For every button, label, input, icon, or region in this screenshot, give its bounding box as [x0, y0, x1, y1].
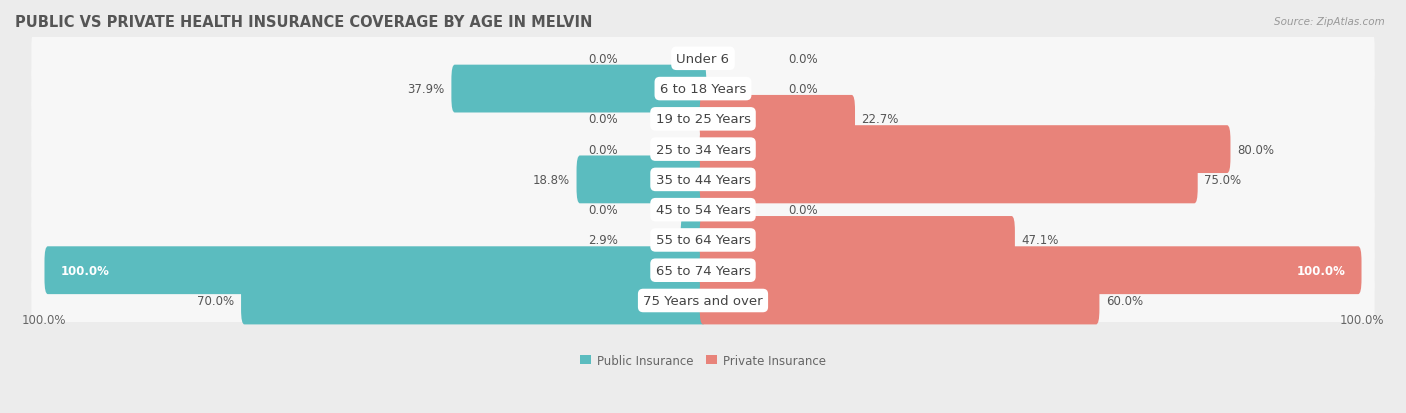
FancyBboxPatch shape — [700, 277, 1099, 325]
Text: 65 to 74 Years: 65 to 74 Years — [655, 264, 751, 277]
FancyBboxPatch shape — [31, 123, 1375, 176]
Text: 37.9%: 37.9% — [408, 83, 444, 96]
Text: 0.0%: 0.0% — [588, 53, 617, 66]
FancyBboxPatch shape — [700, 156, 1198, 204]
Text: 0.0%: 0.0% — [789, 83, 818, 96]
Text: PUBLIC VS PRIVATE HEALTH INSURANCE COVERAGE BY AGE IN MELVIN: PUBLIC VS PRIVATE HEALTH INSURANCE COVER… — [15, 15, 592, 30]
FancyBboxPatch shape — [700, 126, 1230, 173]
Text: 55 to 64 Years: 55 to 64 Years — [655, 234, 751, 247]
Text: 100.0%: 100.0% — [60, 264, 110, 277]
Text: 100.0%: 100.0% — [21, 313, 66, 326]
Text: 100.0%: 100.0% — [1296, 264, 1346, 277]
FancyBboxPatch shape — [31, 33, 1375, 85]
Text: 75.0%: 75.0% — [1205, 173, 1241, 186]
Text: 2.9%: 2.9% — [588, 234, 617, 247]
Text: 70.0%: 70.0% — [197, 294, 235, 307]
Text: 22.7%: 22.7% — [862, 113, 898, 126]
FancyBboxPatch shape — [700, 247, 1361, 294]
FancyBboxPatch shape — [31, 214, 1375, 267]
FancyBboxPatch shape — [31, 93, 1375, 146]
FancyBboxPatch shape — [240, 277, 706, 325]
Text: Under 6: Under 6 — [676, 53, 730, 66]
Text: 35 to 44 Years: 35 to 44 Years — [655, 173, 751, 186]
Text: 0.0%: 0.0% — [588, 143, 617, 156]
FancyBboxPatch shape — [45, 247, 706, 294]
FancyBboxPatch shape — [31, 275, 1375, 327]
Text: 0.0%: 0.0% — [789, 53, 818, 66]
Text: 45 to 54 Years: 45 to 54 Years — [655, 204, 751, 217]
Text: 6 to 18 Years: 6 to 18 Years — [659, 83, 747, 96]
FancyBboxPatch shape — [681, 216, 706, 264]
Text: 18.8%: 18.8% — [533, 173, 569, 186]
FancyBboxPatch shape — [31, 63, 1375, 116]
FancyBboxPatch shape — [700, 216, 1015, 264]
Text: 0.0%: 0.0% — [588, 204, 617, 217]
FancyBboxPatch shape — [576, 156, 706, 204]
Text: 80.0%: 80.0% — [1237, 143, 1274, 156]
Text: 0.0%: 0.0% — [789, 204, 818, 217]
Text: 0.0%: 0.0% — [588, 113, 617, 126]
Text: Source: ZipAtlas.com: Source: ZipAtlas.com — [1274, 17, 1385, 26]
FancyBboxPatch shape — [31, 244, 1375, 297]
FancyBboxPatch shape — [451, 66, 706, 113]
FancyBboxPatch shape — [31, 184, 1375, 236]
Legend: Public Insurance, Private Insurance: Public Insurance, Private Insurance — [579, 354, 827, 367]
Text: 19 to 25 Years: 19 to 25 Years — [655, 113, 751, 126]
Text: 60.0%: 60.0% — [1107, 294, 1143, 307]
Text: 47.1%: 47.1% — [1021, 234, 1059, 247]
FancyBboxPatch shape — [31, 154, 1375, 206]
FancyBboxPatch shape — [700, 96, 855, 143]
Text: 75 Years and over: 75 Years and over — [643, 294, 763, 307]
Text: 25 to 34 Years: 25 to 34 Years — [655, 143, 751, 156]
Text: 100.0%: 100.0% — [1340, 313, 1385, 326]
